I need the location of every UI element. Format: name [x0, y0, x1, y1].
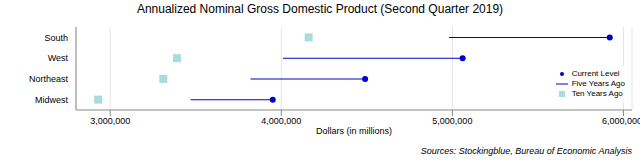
svg-text:Midwest: Midwest	[35, 95, 69, 105]
svg-text:West: West	[48, 53, 69, 63]
svg-text:5,000,000: 5,000,000	[432, 116, 472, 126]
html-text:Current Level: Current Level	[571, 69, 620, 78]
svg-text:6,000,000: 6,000,000	[602, 116, 632, 126]
svg-text:4,000,000: 4,000,000	[261, 116, 301, 126]
html-text:Annualized Nominal Gross Domes: Annualized Nominal Gross Domestic Produc…	[136, 2, 504, 16]
html-text:Five Years Ago: Five Years Ago	[571, 79, 625, 88]
html-text:Ten Years Ago: Ten Years Ago	[571, 89, 623, 98]
svg-text:3,000,000: 3,000,000	[90, 116, 130, 126]
svg-text:South: South	[44, 33, 68, 43]
html-text:Sources: Stockingblue, Bureau: Sources: Stockingblue, Bureau of Economi…	[420, 146, 632, 156]
svg-text:Dollars (in millions): Dollars (in millions)	[316, 126, 392, 136]
svg-text:Northeast: Northeast	[29, 74, 69, 84]
